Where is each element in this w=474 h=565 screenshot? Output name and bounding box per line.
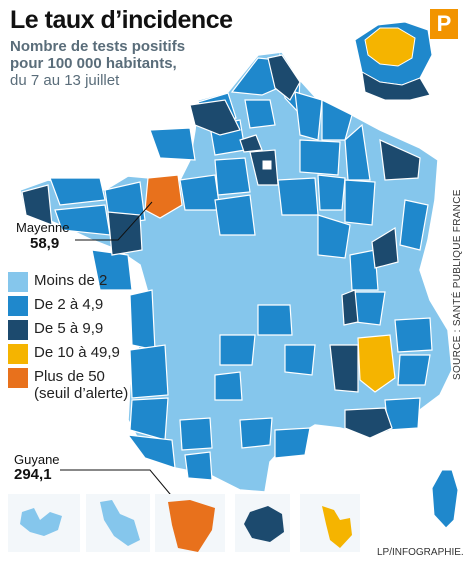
legend-label: De 2 à 4,9 — [34, 296, 104, 313]
dept-hautes-alpes — [397, 354, 431, 386]
dept-eure-et-loir — [214, 157, 251, 196]
inset-essonne — [361, 71, 431, 101]
mayotte — [322, 506, 352, 548]
dept-ain — [354, 291, 386, 326]
dept-sarthe — [179, 174, 221, 211]
dept-manche — [189, 99, 241, 136]
legend-item-2-a-4-9: De 2 à 4,9 — [8, 296, 103, 316]
dept-aube — [317, 174, 346, 211]
corse — [431, 469, 459, 529]
overseas-territories — [8, 494, 360, 552]
dept-yonne — [277, 177, 319, 216]
dept-correze — [219, 334, 256, 366]
legend-swatch — [8, 344, 28, 364]
legend-label: De 10 à 49,9 — [34, 344, 120, 361]
guyane-name: Guyane — [14, 452, 60, 467]
dept-haute-loire — [284, 344, 316, 376]
dept-cote-d-or — [317, 214, 351, 259]
legend-swatch — [8, 368, 28, 388]
dept-charente-maritime — [129, 289, 156, 351]
guyane — [168, 500, 215, 552]
dept-herault — [274, 427, 311, 459]
legend-item-plus-de-50: Plus de 50 (seuil d’alerte) — [8, 368, 128, 402]
legend-item-5-a-9-9: De 5 à 9,9 — [8, 320, 103, 340]
dept-gironde — [129, 344, 169, 399]
dept-jura — [349, 249, 379, 291]
legend-swatch — [8, 320, 28, 340]
dept-haute-marne — [344, 179, 376, 226]
legend-swatch — [8, 272, 28, 292]
legend-label: De 5 à 9,9 — [34, 320, 104, 337]
dept-somme — [267, 54, 301, 101]
dept-haute-saone — [371, 226, 399, 269]
dept-val-d-oise — [239, 134, 263, 153]
dept-tarn — [239, 417, 273, 449]
dept-isere — [357, 334, 396, 393]
dept-pyrenees-atlantiques — [126, 434, 176, 469]
mayenne-callout-line — [75, 201, 153, 241]
dept-haut-rhin — [399, 199, 429, 251]
ile-de-france-inset — [354, 21, 433, 101]
dept-savoie — [394, 317, 433, 353]
dept-paris — [261, 159, 273, 171]
date-range: du 7 au 13 juillet — [10, 72, 120, 89]
legend-label-note: (seuil d’alerte) — [34, 385, 129, 402]
inset-paris-area — [364, 27, 416, 67]
depts-5-a-9-9 — [21, 54, 421, 439]
dept-lot — [214, 371, 243, 401]
dept-finistere — [21, 184, 53, 226]
dept-gers — [179, 417, 213, 451]
dept-cotes-armor — [49, 177, 106, 206]
legend-item-moins-de-2: Moins de 2 — [8, 272, 107, 292]
dept-calvados — [149, 127, 196, 161]
reunion — [244, 506, 284, 542]
legend-swatch — [8, 296, 28, 316]
dept-rhone — [341, 289, 359, 326]
dept-aisne — [294, 91, 323, 141]
credit-note: LP/INFOGRAPHIE. — [377, 547, 464, 558]
source-note: SOURCE : SANTÉ PUBLIQUE FRANCE — [452, 189, 463, 380]
dept-puy-de-dome — [257, 304, 293, 336]
dept-mayenne — [144, 174, 183, 219]
dept-meuse — [344, 123, 371, 181]
dept-bouches-du-rhone — [344, 407, 393, 439]
mayenne-name: Mayenne — [16, 220, 70, 235]
dept-moselle — [379, 139, 421, 181]
mayenne-value: 58,9 — [30, 235, 60, 252]
legend-label: Moins de 2 — [34, 272, 108, 289]
dept-drome — [329, 344, 359, 393]
publication-logo: P — [430, 9, 458, 39]
legend-label: Plus de 50 — [34, 368, 105, 385]
guyane-value: 294,1 — [14, 466, 52, 483]
martinique — [100, 500, 140, 546]
dept-hautes-pyrenees — [184, 451, 213, 481]
legend-item-10-a-49-9: De 10 à 49,9 — [8, 344, 120, 364]
guadeloupe — [20, 508, 62, 536]
map-subtitle: Nombre de tests positifs pour 100 000 ha… — [10, 38, 186, 72]
map-title: Le taux d’incidence — [10, 6, 233, 34]
dept-loir-et-cher — [214, 194, 256, 236]
guyane-callout-line — [60, 469, 176, 501]
dept-oise — [244, 99, 276, 129]
dept-marne — [299, 139, 341, 176]
